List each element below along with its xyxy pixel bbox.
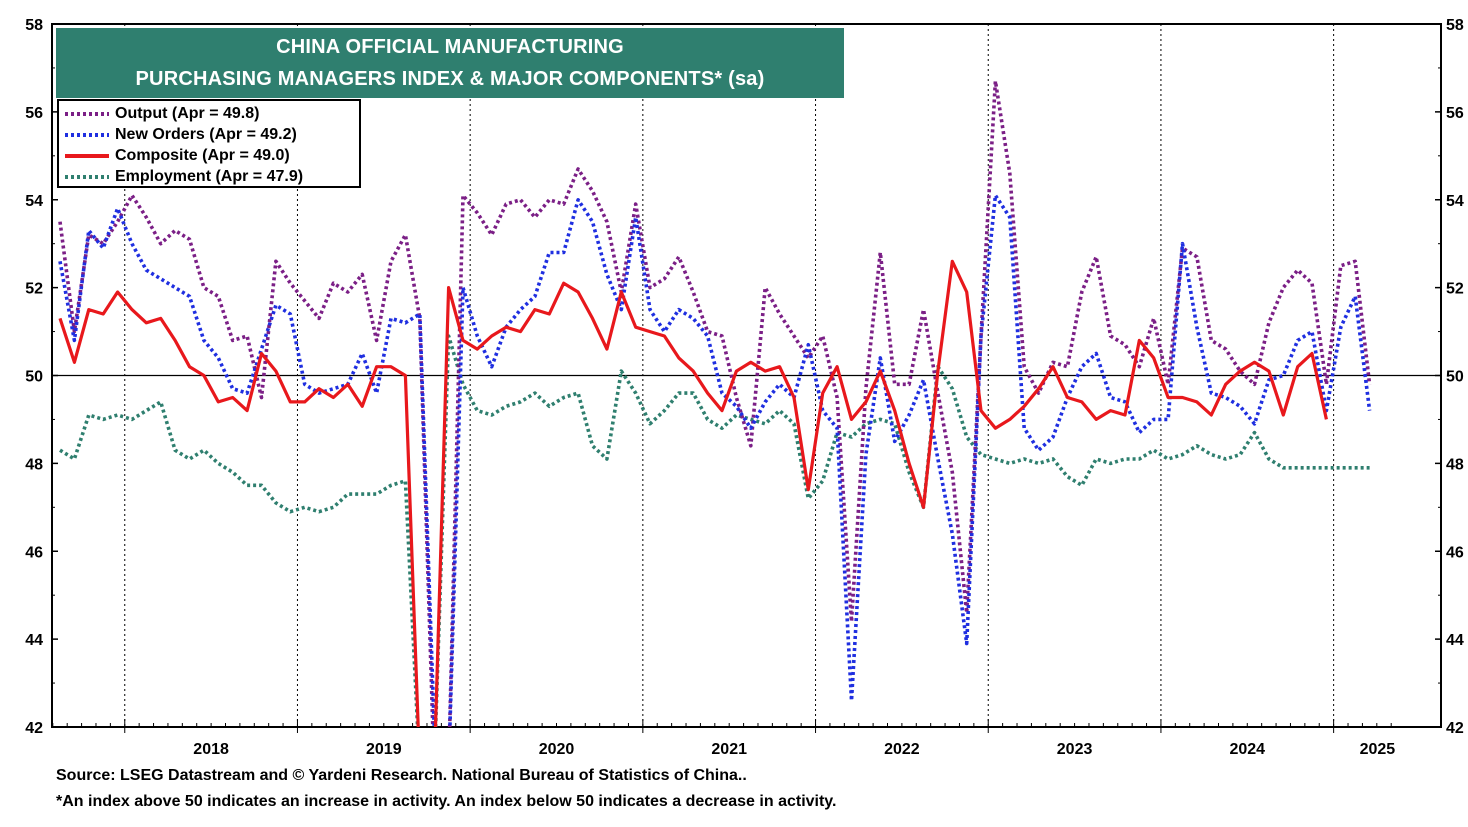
- legend-item-employment: Employment (Apr = 47.9): [65, 166, 359, 187]
- x-tick-label: 2023: [1057, 741, 1093, 758]
- series-layer: [58, 79, 1372, 727]
- y-tick-label-left: 52: [25, 281, 43, 298]
- legend-item-output: Output (Apr = 49.8): [65, 103, 359, 124]
- legend-label-output: Output (Apr = 49.8): [115, 104, 260, 122]
- y-tick-label-right: 44: [1446, 632, 1464, 649]
- y-tick-label-right: 58: [1446, 17, 1464, 34]
- chart-title-line-1: CHINA OFFICIAL MANUFACTURING: [276, 36, 624, 58]
- legend-swatch-composite: [65, 153, 109, 158]
- x-tick-label: 2021: [711, 741, 747, 758]
- x-tick-label: 2019: [366, 741, 402, 758]
- y-tick-label-right: 54: [1446, 193, 1464, 210]
- y-tick-label-left: 54: [25, 193, 43, 210]
- x-tick-label: 2025: [1360, 741, 1396, 758]
- series-employment-line: [59, 334, 1370, 727]
- series-output-line: [58, 79, 1372, 727]
- y-tick-label-left: 44: [25, 632, 43, 649]
- legend-label-composite: Composite (Apr = 49.0): [115, 146, 290, 164]
- x-tick-label: 2024: [1229, 741, 1265, 758]
- legend-swatch-employment: [65, 174, 109, 179]
- y-tick-label-right: 50: [1446, 369, 1464, 386]
- y-tick-label-left: 48: [25, 456, 43, 473]
- y-tick-label-right: 48: [1446, 456, 1464, 473]
- legend-item-new-orders: New Orders (Apr = 49.2): [65, 124, 359, 145]
- y-tick-label-left: 50: [25, 369, 43, 386]
- x-tick-label: 2022: [884, 741, 920, 758]
- y-tick-label-right: 52: [1446, 281, 1464, 298]
- x-tick-label: 2020: [539, 741, 575, 758]
- axes: 42 42 44 44 46 46 48 48 50 50 52 52 54 54 56 56 58 58 2018…: [25, 17, 1464, 758]
- y-tick-label-left: 42: [25, 720, 43, 737]
- chart-title: CHINA OFFICIAL MANUFACTURING PURCHASING …: [56, 28, 844, 98]
- series-new-line: [58, 193, 1372, 727]
- chart-title-line-2: PURCHASING MANAGERS INDEX & MAJOR COMPON…: [135, 68, 765, 90]
- y-tick-label-left: 58: [25, 17, 43, 34]
- legend-item-composite: Composite (Apr = 49.0): [65, 145, 359, 166]
- legend-label-new-orders: New Orders (Apr = 49.2): [115, 125, 297, 143]
- y-tick-label-left: 46: [25, 544, 43, 561]
- footnote: *An index above 50 indicates an increase…: [56, 793, 837, 810]
- y-tick-label-right: 46: [1446, 544, 1464, 561]
- legend-swatch-new-orders: [65, 132, 109, 137]
- y-tick-label-right: 56: [1446, 105, 1464, 122]
- y-tick-label-right: 42: [1446, 720, 1464, 737]
- series-composite-line: [58, 259, 1328, 727]
- legend: Output (Apr = 49.8) New Orders (Apr = 49…: [57, 99, 361, 188]
- y-tick-label-left: 56: [25, 105, 43, 122]
- x-tick-label: 2018: [193, 741, 229, 758]
- source-note: Source: LSEG Datastream and © Yardeni Re…: [56, 767, 747, 784]
- legend-label-employment: Employment (Apr = 47.9): [115, 167, 304, 185]
- legend-swatch-output: [65, 111, 109, 116]
